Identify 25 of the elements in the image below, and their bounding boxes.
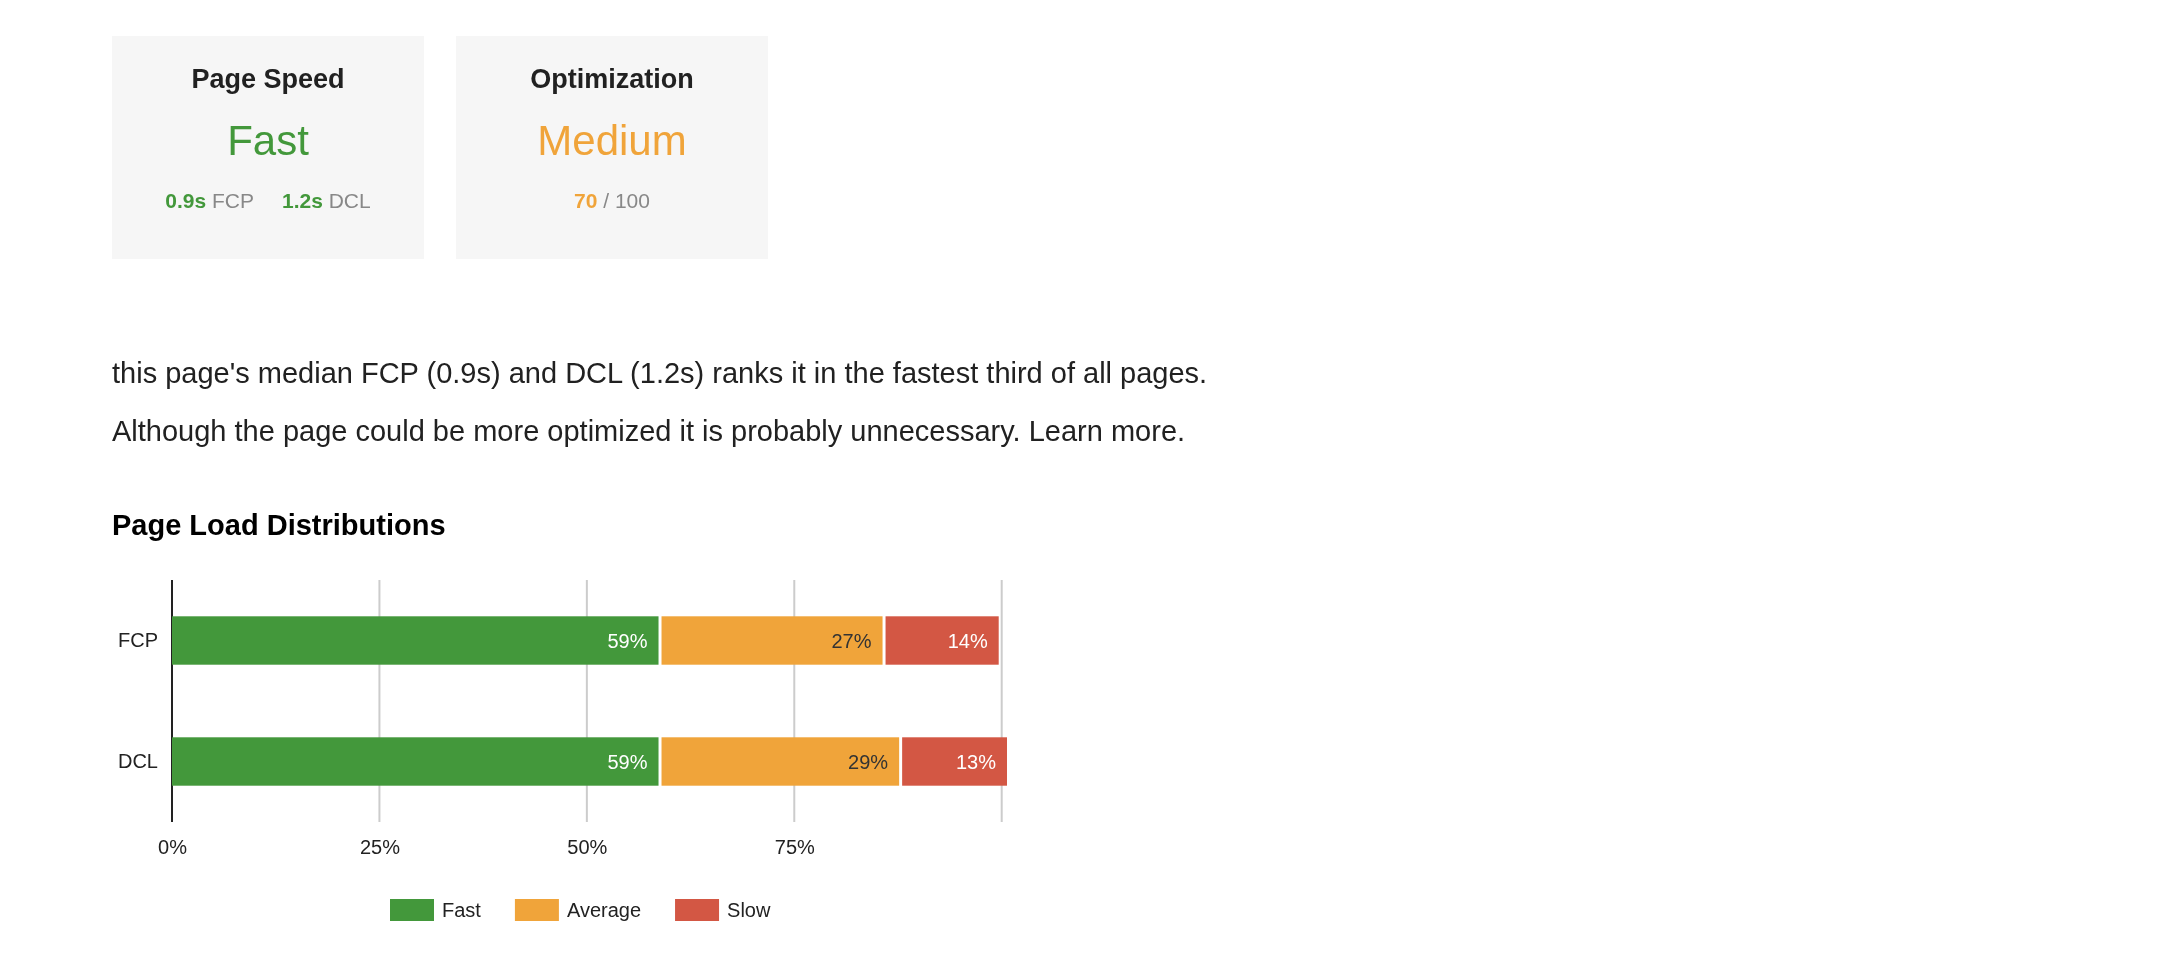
text: 0.9s FCP xyxy=(165,189,254,212)
data-label: 29% xyxy=(848,750,889,773)
text: this page's median FCP (0.9s) and DCL (1.2s) ranks it in the fastest third of all pages. xyxy=(112,356,1208,391)
data-label: 27% xyxy=(831,629,872,652)
legend-label: Fast xyxy=(442,899,482,921)
text: 1.2s DCL xyxy=(281,189,371,212)
x-tick-label: 50% xyxy=(567,836,608,859)
chart-title: Page Load Distributions xyxy=(112,509,446,541)
y-tick-label: FCP xyxy=(118,628,158,651)
text: Page Speed xyxy=(190,64,346,95)
text: Fast xyxy=(226,117,310,165)
data-label: 13% xyxy=(955,750,997,773)
text: 70 / 100 xyxy=(574,189,650,212)
text: Medium xyxy=(536,117,688,165)
text: Optimization xyxy=(529,64,695,95)
legend-label: Slow xyxy=(727,899,771,921)
x-tick-label: 0% xyxy=(158,836,188,859)
data-label: 14% xyxy=(947,629,988,652)
text: Although the page could be more optimized it is probably unnecessary. Learn more. xyxy=(112,414,1186,449)
data-label: 59% xyxy=(607,629,648,652)
x-tick-label: 25% xyxy=(359,836,401,859)
x-tick-label: 75% xyxy=(774,836,816,859)
data-label: 59% xyxy=(607,750,648,773)
legend-label: Average xyxy=(566,899,642,921)
y-tick-label: DCL xyxy=(117,749,158,772)
